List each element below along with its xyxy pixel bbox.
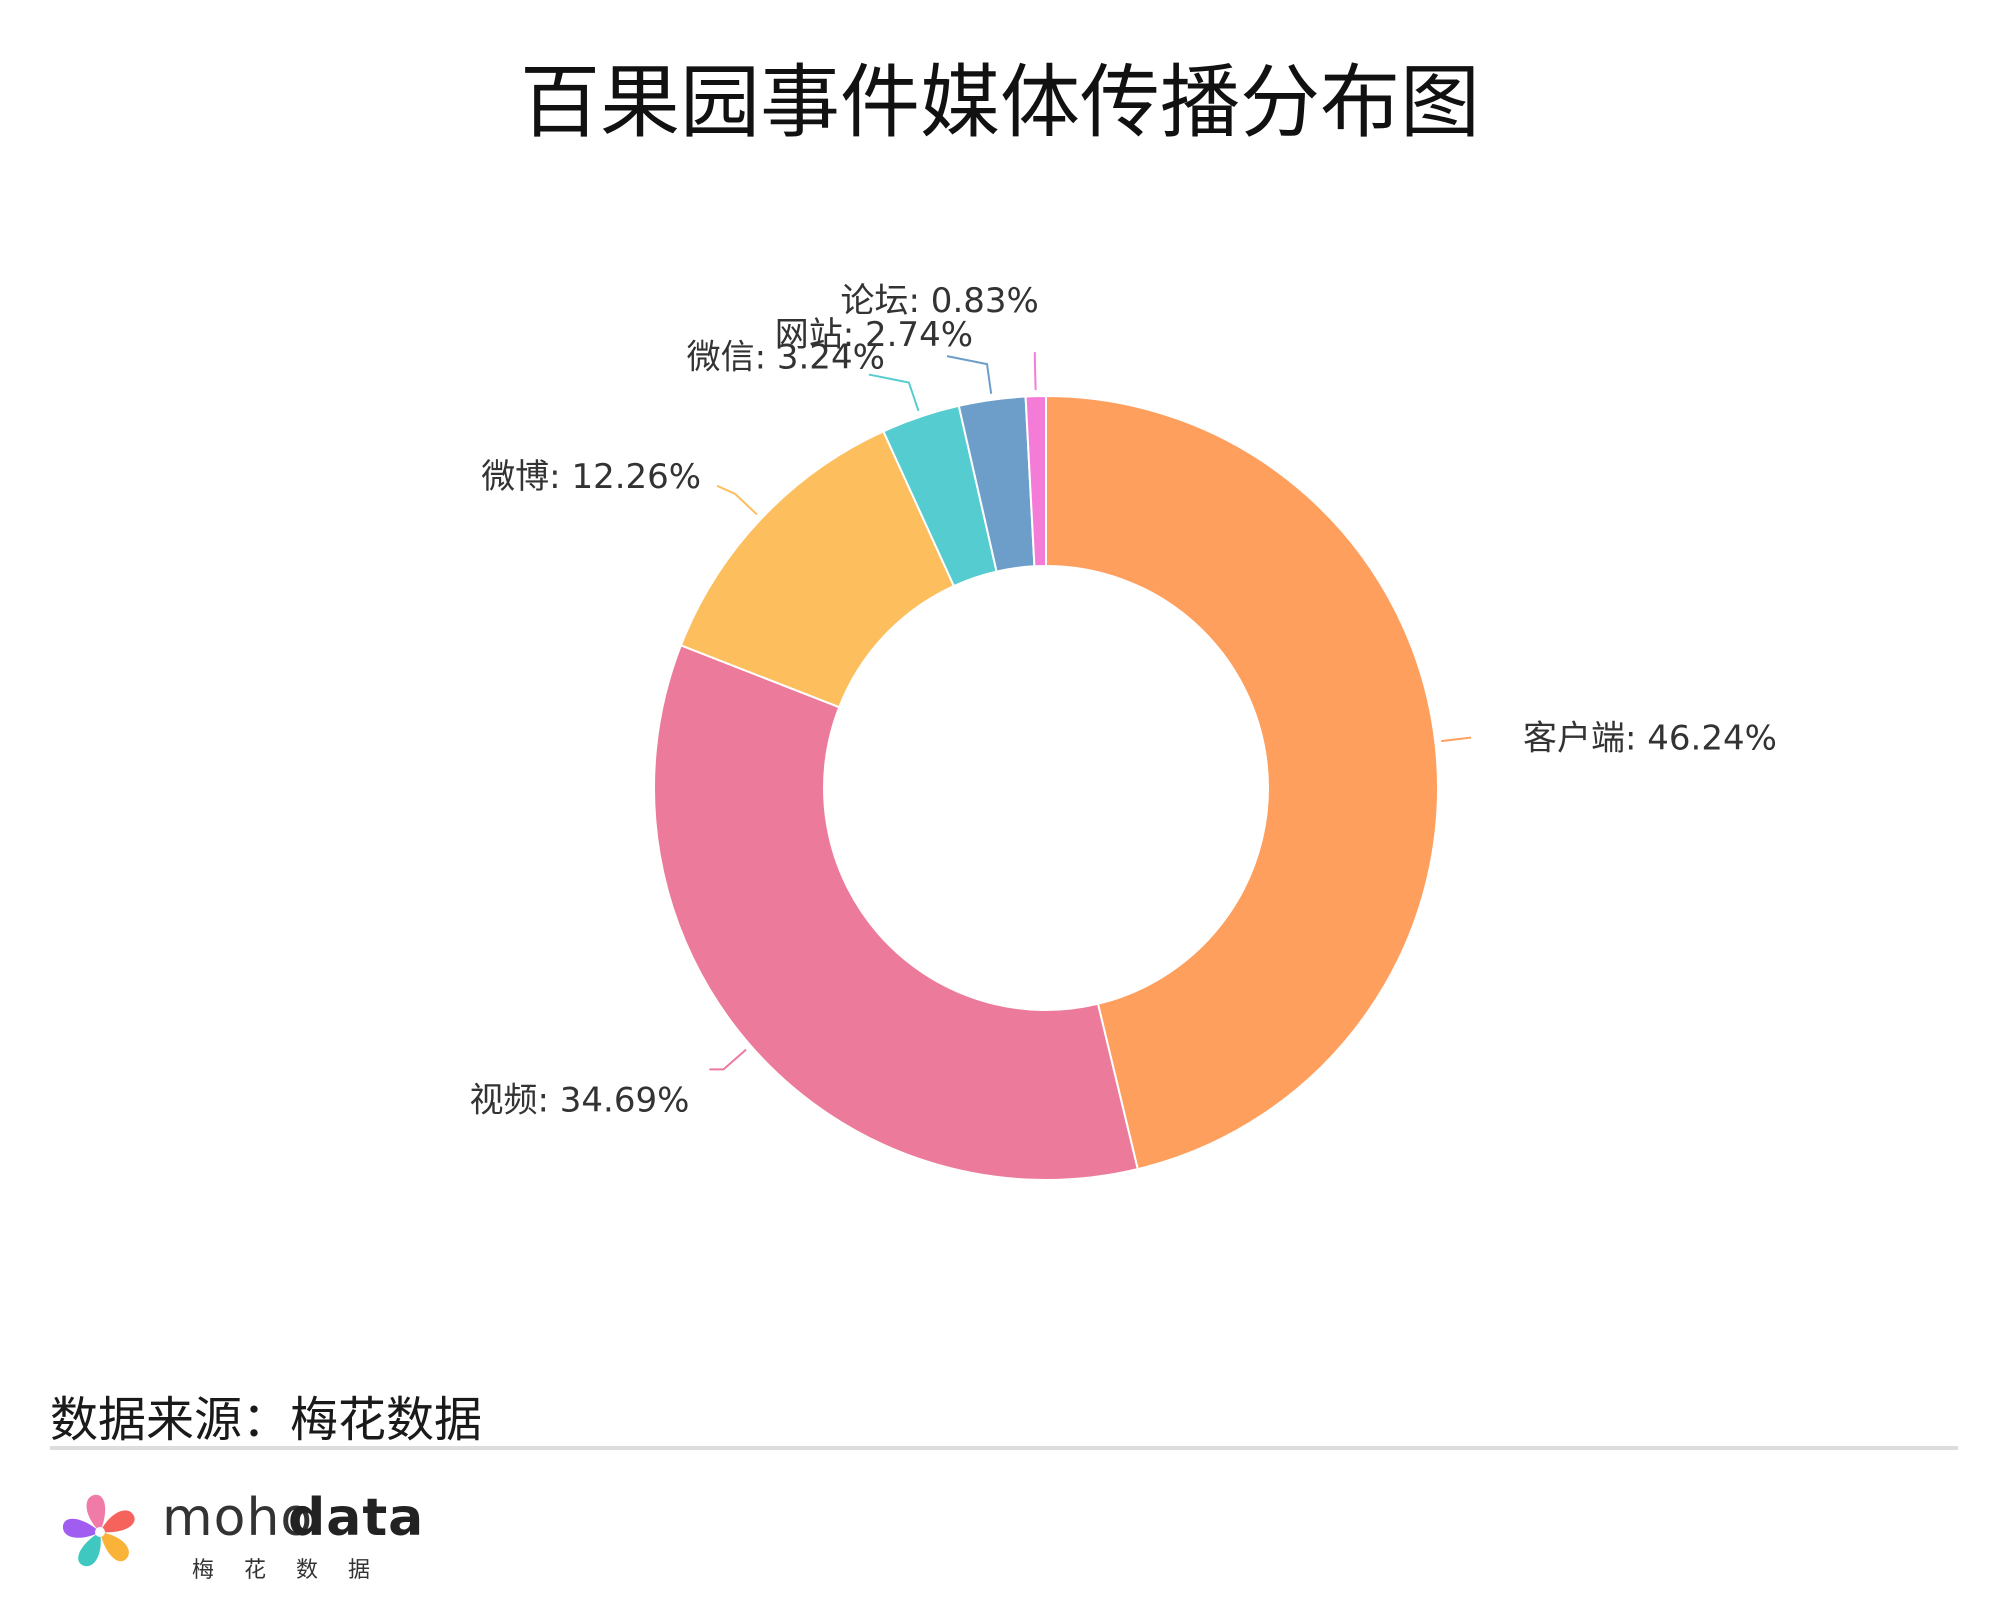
slice-label-4: 网站: 2.74% <box>775 315 973 355</box>
slice-2[interactable] <box>679 430 956 709</box>
brand-subtitle: 梅花数据 <box>192 1558 401 1583</box>
slice-label-1: 视频: 34.69% <box>470 1080 690 1120</box>
leader-line-2 <box>716 484 758 516</box>
leader-line-4 <box>946 355 993 394</box>
chart-title: 百果园事件媒体传播分布图 <box>520 56 1480 149</box>
slice-label-5: 论坛: 0.83% <box>841 281 1039 321</box>
leader-line-0 <box>1441 736 1472 743</box>
slice-0[interactable] <box>1045 394 1439 1171</box>
brand-wordmark-light: moho <box>162 1488 314 1548</box>
leader-line-5 <box>1033 352 1037 391</box>
slice-5[interactable] <box>1024 394 1047 568</box>
footer-divider <box>50 1446 1958 1450</box>
data-source-text: 数据来源：梅花数据 <box>50 1392 483 1448</box>
logo-petal-1 <box>100 1532 129 1562</box>
leader-lines-layer <box>709 352 1472 1071</box>
logo-petal-0 <box>100 1510 135 1533</box>
slice-label-3: 微信: 3.24% <box>687 338 885 378</box>
logo-petal-4 <box>86 1494 106 1532</box>
logo-petal-2 <box>78 1532 101 1567</box>
slice-1[interactable] <box>653 644 1139 1181</box>
leader-line-1 <box>709 1048 747 1071</box>
pinwheel-logo-icon <box>63 1494 135 1567</box>
logo-center-dot <box>95 1527 105 1537</box>
slices-layer <box>653 394 1439 1181</box>
logo-petal-3 <box>63 1518 100 1538</box>
labels-layer: 客户端: 46.24% 视频: 34.69% 微博: 12.26% 微信: 3.24%… <box>470 281 1777 1120</box>
slice-label-2: 微博: 12.26% <box>481 457 701 497</box>
leader-line-3 <box>868 373 920 412</box>
brand-block: moho data 梅花数据 <box>50 1482 470 1583</box>
brand-wordmark-bold: data <box>288 1488 425 1548</box>
slice-label-0: 客户端: 46.24% <box>1523 719 1777 759</box>
